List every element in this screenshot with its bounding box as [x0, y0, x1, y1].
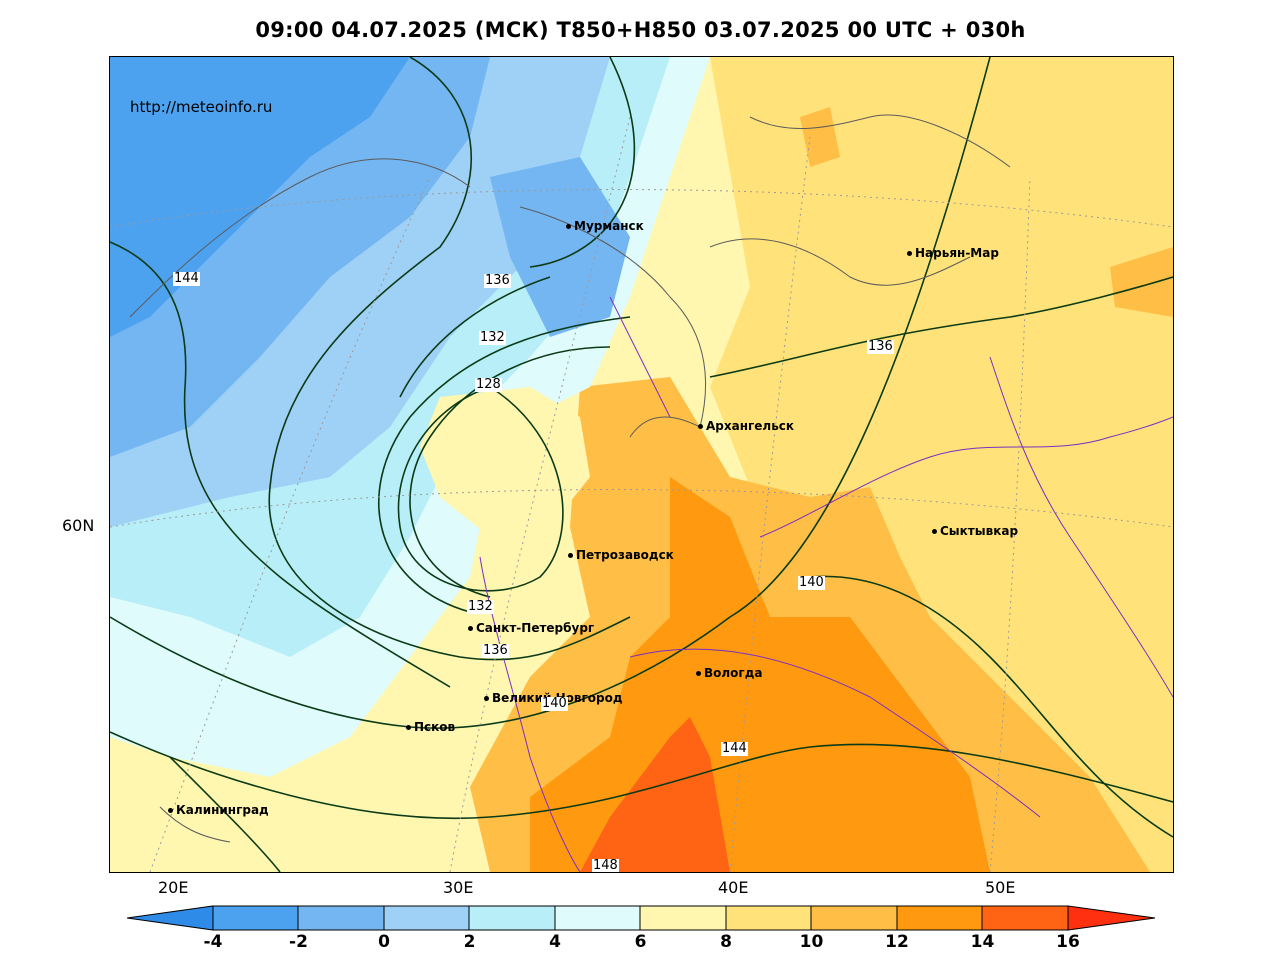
city-label: Нарьян-Мар [915, 246, 999, 260]
longitude-label: 20E [158, 878, 189, 897]
colorbar-segment [297, 905, 385, 931]
colorbar-segment [896, 905, 983, 931]
city-naryan-mar: Нарьян-Мар [907, 246, 999, 260]
watermark-text: http://meteoinfo.ru [130, 98, 273, 116]
longitude-label: 40E [718, 878, 749, 897]
colorbar-tick-label: 16 [1056, 932, 1080, 952]
colorbar-segment [383, 905, 470, 931]
isohypse-label: 144 [173, 271, 200, 286]
city-label: Петрозаводск [576, 548, 674, 562]
city-marker-icon [907, 251, 912, 256]
city-label: Псков [414, 720, 456, 734]
city-marker-icon [696, 671, 701, 676]
longitude-label: 30E [443, 878, 474, 897]
city-pskov: Псков [406, 720, 455, 734]
colorbar-segment [127, 905, 214, 931]
city-label: Сыктывкар [940, 524, 1019, 538]
colorbar-tick-label: 6 [634, 932, 647, 952]
city-syktyvkar: Сыктывкар [932, 524, 1018, 538]
isohypse-label: 132 [467, 599, 494, 614]
colorbar-tick-label: 2 [463, 932, 476, 952]
city-saint-petersburg: Санкт-Петербург [468, 621, 594, 635]
colorbar-segment [468, 905, 556, 931]
city-murmansk: Мурманск [566, 219, 644, 233]
city-label: Калининград [176, 803, 269, 817]
city-label: Архангельск [706, 419, 795, 433]
colorbar-tick-label: -4 [203, 932, 223, 952]
isohypse-label: 148 [592, 858, 619, 873]
latitude-label: 60N [62, 516, 95, 535]
city-label: Мурманск [574, 219, 644, 233]
city-kaliningrad: Калининград [168, 803, 269, 817]
isohypse-label: 136 [867, 339, 894, 354]
colorbar-segment [554, 905, 641, 931]
colorbar-tick-label: 14 [970, 932, 995, 952]
colorbar-tick-label: 4 [549, 932, 561, 952]
temperature-field [110, 57, 1173, 872]
isohypse-label: 136 [484, 273, 511, 288]
isohypse-label: 140 [541, 696, 568, 711]
colorbar-tick-label: 12 [885, 932, 909, 952]
city-petrozavodsk: Петрозаводск [568, 548, 674, 562]
isohypse-label: 128 [475, 377, 502, 392]
colorbar-segment [1067, 905, 1156, 931]
isohypse-label: 144 [721, 741, 748, 756]
colorbar-segment [810, 905, 898, 931]
city-marker-icon [168, 808, 173, 813]
city-marker-icon [566, 224, 571, 229]
map-title: 09:00 04.07.2025 (МСК) T850+H850 03.07.2… [255, 18, 1026, 42]
city-marker-icon [568, 553, 573, 558]
colorbar-segment [212, 905, 299, 931]
isohypse-label: 140 [798, 575, 825, 590]
city-vologda: Вологда [696, 666, 762, 680]
longitude-label: 50E [985, 878, 1016, 897]
colorbar-segment [639, 905, 727, 931]
city-label: Вологда [704, 666, 763, 680]
city-marker-icon [932, 529, 937, 534]
colorbar-segment [981, 905, 1069, 931]
city-marker-icon [698, 424, 703, 429]
colorbar-tick-label: -2 [289, 932, 308, 952]
city-arkhangelsk: Архангельск [698, 419, 794, 433]
colorbar-tick-label: 10 [799, 932, 824, 952]
city-marker-icon [468, 626, 473, 631]
city-marker-icon [484, 696, 489, 701]
isohypse-label: 136 [482, 643, 509, 658]
colorbar-tick-label: 8 [720, 932, 732, 952]
colorbar [127, 905, 1156, 931]
map-panel: http://meteoinfo.ru Мурманск Нарьян-Мар … [109, 56, 1174, 873]
city-marker-icon [406, 725, 411, 730]
city-label: Санкт-Петербург [476, 621, 595, 635]
isohypse-label: 132 [479, 330, 506, 345]
colorbar-segment [725, 905, 812, 931]
colorbar-tick-label: 0 [378, 932, 390, 952]
